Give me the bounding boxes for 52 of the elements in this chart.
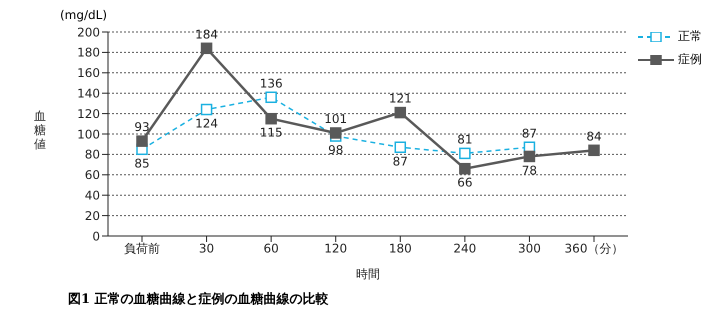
x-tick-label: 180 <box>388 242 412 256</box>
y-tick-label: 40 <box>84 188 100 202</box>
point <box>394 142 406 154</box>
point <box>524 150 536 162</box>
data-label: 78 <box>522 163 538 178</box>
x-tick-label: 360（分） <box>564 242 624 256</box>
data-label: 184 <box>195 27 218 42</box>
data-label: 87 <box>392 154 408 168</box>
data-label: 98 <box>328 143 344 158</box>
x-tick-label: 負荷前 <box>124 242 160 256</box>
data-label: 115 <box>260 126 283 140</box>
data-label: 121 <box>388 92 412 106</box>
point <box>459 148 471 160</box>
y-tick-label: 200 <box>77 25 100 40</box>
point <box>394 106 406 118</box>
data-label: 87 <box>522 126 538 140</box>
y-tick-label: 180 <box>77 46 100 60</box>
x-tick-label: 30 <box>198 242 214 256</box>
data-label: 101 <box>324 112 348 126</box>
point <box>459 162 471 174</box>
y-axis-title: 血糖値 <box>34 109 46 151</box>
x-tick-label: 120 <box>324 242 348 256</box>
data-label: 81 <box>457 132 472 146</box>
y-tick-label: 0 <box>92 229 100 244</box>
y-tick-label: 100 <box>77 127 100 142</box>
x-axis-title: 時間 <box>356 267 380 281</box>
point <box>265 92 277 104</box>
y-tick-label: 60 <box>84 168 100 182</box>
legend-label: 正常 <box>678 28 702 45</box>
x-tick-label: 60 <box>264 242 279 256</box>
y-tick-label: 120 <box>77 106 100 121</box>
data-label: 93 <box>134 120 150 134</box>
data-label: 124 <box>195 116 218 131</box>
data-label: 84 <box>586 129 602 144</box>
data-label: 85 <box>134 156 150 170</box>
point <box>265 112 277 124</box>
x-tick-label: 300 <box>518 242 541 256</box>
x-tick-label: 240 <box>453 242 476 256</box>
y-tick-label: 80 <box>84 148 100 162</box>
point <box>136 135 148 147</box>
point <box>200 104 212 116</box>
y-tick-label: 140 <box>77 86 100 100</box>
text: (mg/dL) <box>60 8 108 22</box>
text: 図1 正常の血糖曲線と症例の血糖曲線の比較 <box>68 290 330 308</box>
y-tick-label: 160 <box>77 66 100 80</box>
point <box>200 42 212 54</box>
point <box>330 127 342 139</box>
y-tick-label: 20 <box>84 208 100 223</box>
data-label: 136 <box>260 76 283 90</box>
point <box>588 144 600 156</box>
data-label: 66 <box>457 176 472 190</box>
legend-label: 症例 <box>678 51 702 68</box>
